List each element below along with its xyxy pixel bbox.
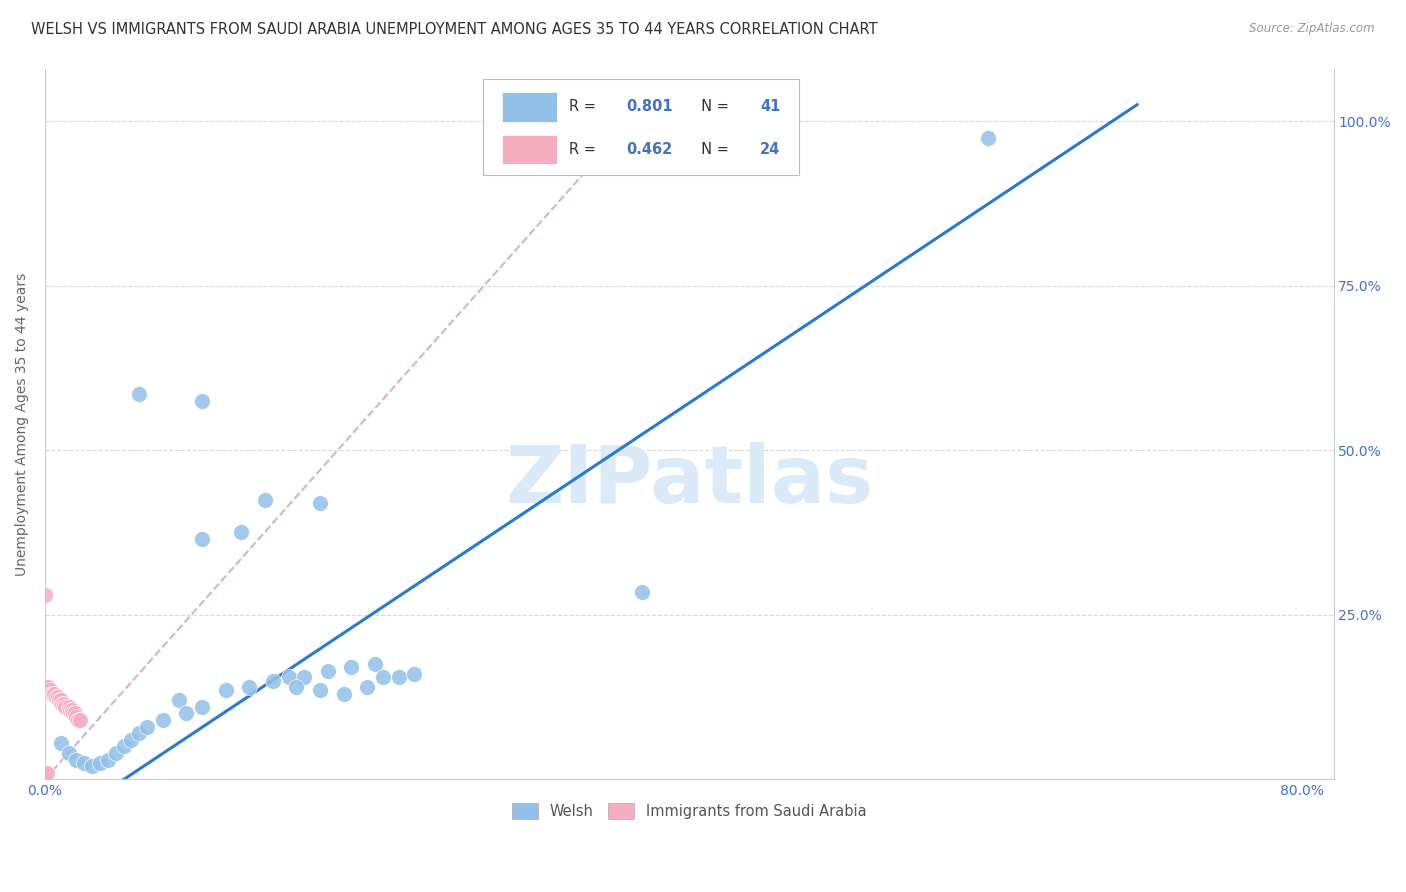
- Text: N =: N =: [692, 99, 734, 114]
- Point: [89, 756, 111, 770]
- Point: [60, 703, 83, 717]
- Point: [65, 710, 87, 724]
- Point: [58, 699, 80, 714]
- Point: [191, 532, 214, 546]
- Point: [59, 703, 82, 717]
- Point: [97, 752, 120, 766]
- Point: [37, 680, 59, 694]
- Point: [215, 683, 238, 698]
- Point: [977, 130, 1000, 145]
- Point: [253, 492, 276, 507]
- Point: [34, 588, 56, 602]
- Point: [55, 699, 77, 714]
- Text: 41: 41: [761, 99, 780, 114]
- Point: [238, 680, 260, 694]
- Point: [356, 680, 378, 694]
- Point: [136, 720, 159, 734]
- Point: [69, 713, 91, 727]
- Point: [309, 683, 332, 698]
- Point: [42, 687, 65, 701]
- Point: [387, 670, 409, 684]
- Point: [65, 752, 87, 766]
- Text: 0.462: 0.462: [626, 142, 672, 157]
- Point: [404, 667, 426, 681]
- Point: [231, 525, 253, 540]
- Point: [44, 687, 66, 701]
- Point: [34, 765, 56, 780]
- Text: 24: 24: [761, 142, 780, 157]
- Point: [73, 756, 96, 770]
- Point: [191, 699, 214, 714]
- Point: [62, 706, 84, 721]
- Point: [112, 739, 135, 754]
- Point: [340, 660, 363, 674]
- Point: [316, 664, 339, 678]
- Text: R =: R =: [569, 142, 600, 157]
- Point: [34, 680, 56, 694]
- Text: R =: R =: [569, 99, 600, 114]
- Text: 0.801: 0.801: [626, 99, 672, 114]
- Point: [38, 683, 60, 698]
- Point: [45, 690, 67, 704]
- Text: N =: N =: [692, 142, 734, 157]
- Point: [49, 693, 72, 707]
- Point: [285, 680, 308, 694]
- Point: [631, 584, 654, 599]
- Point: [489, 114, 512, 128]
- Point: [66, 713, 89, 727]
- Point: [167, 693, 190, 707]
- Point: [364, 657, 387, 671]
- Point: [52, 697, 75, 711]
- Point: [104, 746, 127, 760]
- Point: [128, 726, 150, 740]
- Point: [35, 765, 58, 780]
- Point: [120, 732, 142, 747]
- Point: [371, 670, 394, 684]
- Point: [48, 693, 70, 707]
- FancyBboxPatch shape: [484, 79, 799, 175]
- Point: [489, 114, 512, 128]
- Point: [51, 697, 73, 711]
- Text: Source: ZipAtlas.com: Source: ZipAtlas.com: [1250, 22, 1375, 36]
- Point: [46, 690, 69, 704]
- Point: [191, 393, 214, 408]
- Point: [292, 670, 315, 684]
- Text: ZIPatlas: ZIPatlas: [505, 442, 873, 520]
- Point: [277, 670, 299, 684]
- Point: [176, 706, 198, 721]
- Point: [332, 687, 354, 701]
- Point: [82, 759, 104, 773]
- Legend: Welsh, Immigrants from Saudi Arabia: Welsh, Immigrants from Saudi Arabia: [506, 797, 873, 825]
- Text: WELSH VS IMMIGRANTS FROM SAUDI ARABIA UNEMPLOYMENT AMONG AGES 35 TO 44 YEARS COR: WELSH VS IMMIGRANTS FROM SAUDI ARABIA UN…: [31, 22, 877, 37]
- Point: [63, 706, 86, 721]
- Point: [58, 746, 80, 760]
- Y-axis label: Unemployment Among Ages 35 to 44 years: Unemployment Among Ages 35 to 44 years: [15, 272, 30, 575]
- FancyBboxPatch shape: [502, 135, 557, 164]
- Point: [262, 673, 284, 688]
- FancyBboxPatch shape: [502, 92, 557, 122]
- Point: [49, 736, 72, 750]
- Point: [39, 687, 62, 701]
- Point: [128, 387, 150, 401]
- Point: [309, 496, 332, 510]
- Point: [152, 713, 174, 727]
